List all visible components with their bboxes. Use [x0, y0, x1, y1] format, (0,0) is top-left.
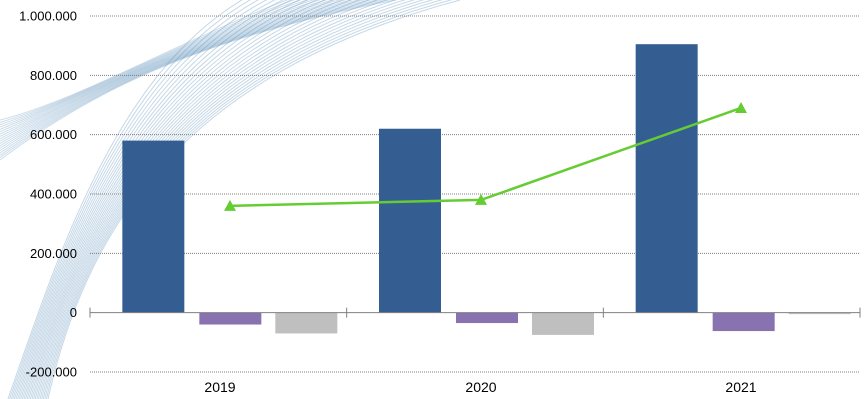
x-category-label: 2021 — [725, 379, 756, 395]
y-tick-label: 800.000 — [30, 68, 77, 83]
swoosh-line — [0, 0, 373, 152]
swoosh-line — [0, 0, 309, 128]
swoosh-line — [0, 0, 315, 130]
y-tick-label: 600.000 — [30, 127, 77, 142]
swoosh-line — [0, 0, 354, 144]
swoosh-line — [0, 0, 341, 140]
swoosh-line — [0, 0, 379, 154]
x-axis-category-labels: 2019 2020 2021 — [204, 379, 756, 395]
swoosh-line — [9, 0, 251, 399]
bar-2019-series-2 — [199, 312, 262, 325]
gridlines — [90, 15, 860, 373]
bar-2020-series-3 — [532, 312, 594, 335]
swoosh-line — [0, 0, 398, 161]
swoosh-line — [12, 0, 268, 399]
x-axis — [89, 307, 861, 318]
swoosh-line — [0, 0, 295, 123]
swoosh-line — [0, 0, 334, 137]
swoosh-line — [13, 0, 276, 399]
line-point-2019 — [224, 199, 236, 211]
swoosh-line — [15, 0, 284, 399]
y-tick-label: -200.000 — [26, 365, 77, 380]
swoosh-line — [0, 0, 385, 156]
swoosh-line — [0, 0, 360, 147]
bar-marks — [122, 44, 851, 335]
y-tick-label: 200.000 — [30, 246, 77, 261]
swoosh-line — [10, 0, 260, 399]
swoosh-line — [7, 0, 243, 399]
swoosh-line — [34, 0, 389, 399]
swoosh-line — [0, 0, 366, 149]
swoosh-line — [0, 0, 289, 121]
bar-2021-series-2 — [712, 312, 775, 332]
swoosh-line — [0, 0, 347, 142]
swoosh-line — [0, 0, 328, 135]
y-tick-label: 1.000.000 — [19, 9, 77, 24]
y-tick-label: 0 — [70, 305, 77, 320]
line-series — [224, 101, 747, 211]
swoosh-line — [0, 0, 302, 126]
swoosh-line — [36, 0, 398, 399]
bar-2019-series-1 — [122, 140, 185, 313]
x-category-label: 2020 — [465, 379, 496, 395]
bar-2020-series-1 — [379, 128, 441, 313]
swoosh-line — [17, 0, 293, 399]
bar-2021-series-1 — [635, 44, 698, 313]
swoosh-line — [18, 0, 301, 399]
line-point-2021 — [735, 101, 747, 113]
bar-2019-series-3 — [275, 312, 338, 334]
y-axis-tick-labels: 1.000.000 800.000 600.000 400.000 200.000 0 -2… — [19, 9, 77, 380]
swoosh-line — [33, 0, 380, 399]
x-category-label: 2019 — [204, 379, 235, 395]
bar-2021-series-3 — [788, 312, 851, 315]
swoosh-line — [41, 0, 425, 399]
swoosh-line — [0, 0, 392, 159]
y-tick-label: 400.000 — [30, 187, 77, 202]
bar-2020-series-2 — [456, 312, 518, 324]
swoosh-line — [42, 0, 434, 399]
swoosh-line — [29, 0, 362, 399]
swoosh-line — [0, 0, 322, 133]
line-point-2020 — [475, 193, 487, 205]
